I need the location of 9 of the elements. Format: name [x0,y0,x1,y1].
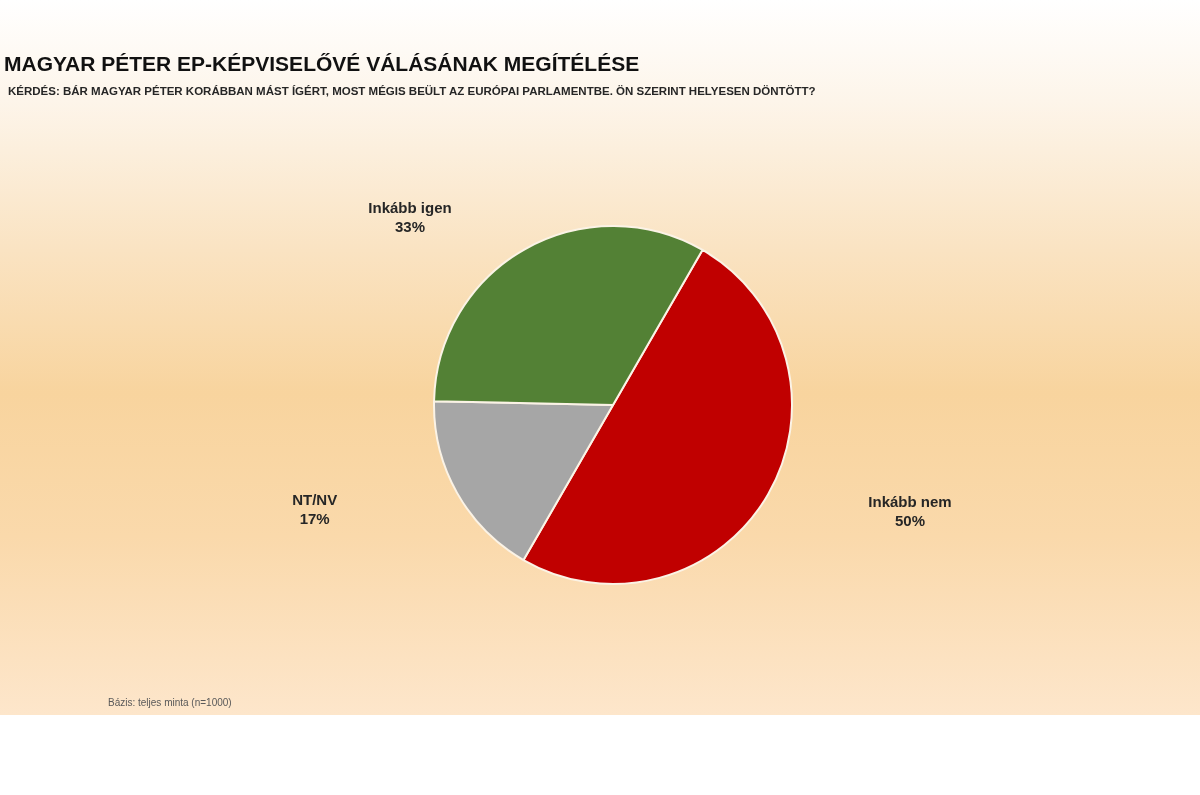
slice-label: Inkább igen [368,198,452,216]
data-label: 50% [895,512,926,530]
chart-title: MAGYAR PÉTER EP-KÉPVISELŐVÉ VÁLÁSÁNAK MEGÍTÉLÉSE [4,52,640,76]
text: Bázis: teljes minta (n=1000) [108,697,232,708]
slice-label: NT/NV [292,491,338,509]
chart-subtitle: KÉRDÉS: BÁR MAGYAR PÉTER KORÁBBAN MÁST ÍGÉRT, MOST MÉGIS BEÜLT AZ EURÓPAI PARLAMENTBE. ÖN SZERINT HELYESEN DÖNTÖTT? [8,85,816,97]
data-label: 17% [299,510,330,528]
data-label: 33% [394,217,425,235]
slice-label: Inkább nem [868,493,952,511]
